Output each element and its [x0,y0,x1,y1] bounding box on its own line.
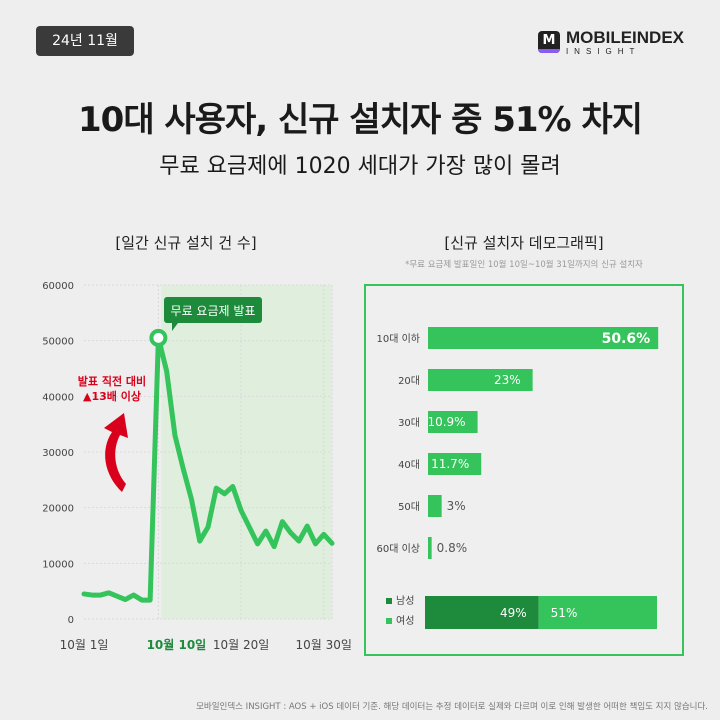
demographic-panel: 10대 이하 50.6% 20대 23% 30대 10.9% 40대 11.7% 50대 3% 60… [364,284,684,656]
x-tick-label: 10월 20일 [213,638,269,652]
highlight-shade [161,285,332,619]
age-bar [428,537,432,559]
age-bar [428,411,478,433]
age-bar [428,369,533,391]
x-tick-label: 10월 1일 [60,638,109,652]
logo-main-text: MOBILEINDEX [565,27,684,47]
y-tick-label: 30000 [42,448,74,459]
age-category-label: 50대 [398,501,420,513]
age-category-label: 60대 이상 [376,543,420,555]
annotation-line1: 발표 직전 대비 [78,374,146,388]
y-tick-label: 20000 [42,504,74,515]
callout-box [164,297,262,323]
age-category-label: 30대 [398,417,420,429]
demographic-note: *무료 요금제 발표일인 10월 10일~10월 31일까지의 신규 설치자 [405,260,643,270]
callout-pointer [172,323,178,331]
age-bar [428,327,659,349]
age-bar-value: 11.7% [431,457,469,471]
age-category-label: 10대 이하 [376,332,420,345]
female-bar-value: 51% [551,606,578,620]
daily-installs-line-chart: 0 10000 20000 30000 40000 50000 60000 10월 1일 10… [42,281,352,652]
x-tick-label: 10월 30일 [296,638,352,652]
y-tick-label: 60000 [42,281,74,292]
female-bar-segment [538,596,657,629]
age-bar-value: 23% [494,373,521,387]
male-bar-segment [425,596,539,629]
age-bar-value: 3% [447,499,466,513]
page-title: 10대 사용자, 신규 설치자 중 51% 차지 [78,100,643,140]
age-bar-value: 50.6% [602,331,651,347]
curved-up-arrow-icon [104,413,128,492]
male-legend-swatch [386,598,392,604]
male-bar-value: 49% [500,606,527,620]
age-bar [428,453,482,475]
male-legend-label: 남성 [396,595,414,607]
y-tick-label: 40000 [42,392,74,403]
logo-sub-text: INSIGHT [565,46,641,56]
age-bar-value: 10.9% [427,415,465,429]
annotation-line2: ▲13배 이상 [83,389,141,403]
y-tick-label: 10000 [42,559,74,570]
age-bar-value: 0.8% [437,541,468,555]
y-tick-label: 0 [68,615,74,626]
line-chart-title: [일간 신규 설치 건 수] [115,234,257,252]
age-category-label: 20대 [398,375,420,387]
demographic-chart-title: [신규 설치자 데모그래픽] [444,234,604,252]
date-badge: 24년 11월 [36,26,134,56]
callout-label: 무료 요금제 발표 [171,304,256,318]
y-tick-label: 50000 [42,337,74,348]
footer-disclaimer: 모바일인덱스 INSIGHT : AOS + iOS 데이터 기준. 해당 데이… [196,702,708,712]
female-legend-label: 여성 [396,615,414,627]
page-subtitle: 무료 요금제에 1020 세대가 가장 많이 몰려 [159,154,561,179]
age-category-label: 40대 [398,459,420,471]
female-legend-swatch [386,618,392,624]
mobileindex-logo: MOBILEINDEX INSIGHT [537,26,684,58]
x-tick-label-highlight: 10월 10일 [147,637,207,652]
age-bar-chart: 10대 이하 50.6% 20대 23% 30대 10.9% 40대 11.7% 50대 3% 60… [376,327,659,629]
logo-icon [537,31,560,53]
peak-marker [149,328,168,347]
age-bar [428,495,442,517]
